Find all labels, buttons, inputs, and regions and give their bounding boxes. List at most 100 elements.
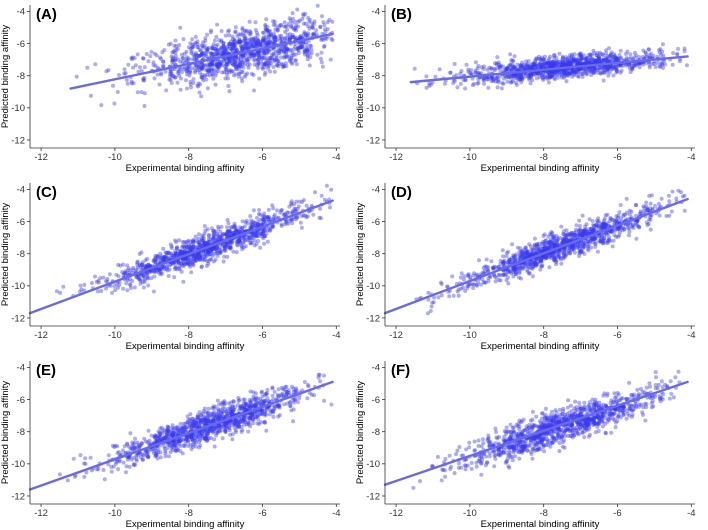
scatter-point — [249, 71, 254, 76]
scatter-point — [553, 60, 558, 65]
scatter-point — [512, 257, 517, 262]
scatter-point — [452, 62, 457, 66]
scatter-point — [648, 227, 653, 232]
scatter-point — [660, 42, 665, 47]
scatter-point — [215, 63, 220, 68]
scatter-point — [205, 62, 210, 67]
scatter-point — [254, 30, 259, 35]
scatter-point — [562, 69, 567, 74]
scatter-point — [209, 51, 214, 56]
scatter-point — [538, 56, 543, 61]
scatter-point — [429, 304, 434, 309]
scatter-point — [255, 63, 260, 68]
scatter-point — [264, 58, 269, 63]
scatter-point — [530, 274, 535, 279]
scatter-point — [271, 52, 276, 57]
scatter-point — [496, 60, 501, 65]
scatter-point — [328, 205, 332, 210]
scatter-point — [226, 221, 231, 226]
scatter-point — [241, 44, 246, 49]
scatter-point — [139, 90, 144, 95]
scatter-point — [185, 66, 190, 71]
scatter-point — [486, 85, 491, 90]
scatter-point — [94, 279, 99, 284]
scatter-point — [232, 37, 237, 42]
scatter-point — [232, 59, 237, 64]
scatter-point — [310, 32, 315, 37]
y-axis-title: Predicted binding affinity — [0, 25, 11, 129]
scatter-point — [224, 49, 229, 54]
scatter-point — [182, 67, 187, 72]
scatter-point — [581, 245, 586, 250]
scatter-point — [230, 34, 235, 39]
scatter-point — [212, 47, 217, 52]
scatter-point — [515, 62, 520, 67]
scatter-point — [262, 65, 267, 70]
scatter-point — [240, 62, 245, 67]
scatter-point — [216, 69, 220, 74]
panel-label: (B) — [391, 6, 412, 23]
scatter-point — [277, 50, 282, 55]
scatter-point — [648, 214, 653, 219]
scatter-point — [249, 224, 254, 229]
scatter-point — [178, 59, 183, 64]
scatter-point — [182, 51, 187, 56]
scatter-point — [536, 260, 541, 265]
scatter-point — [548, 237, 553, 242]
scatter-point — [599, 57, 604, 62]
scatter-point — [258, 420, 263, 425]
scatter-point — [214, 34, 219, 39]
scatter-point — [296, 51, 301, 55]
scatter-point — [574, 223, 579, 228]
scatter-point — [239, 46, 244, 51]
scatter-point — [217, 251, 222, 256]
scatter-point — [255, 37, 260, 41]
scatter-point — [241, 33, 246, 38]
scatter-point — [667, 199, 672, 204]
y-tick-label: -10 — [366, 281, 380, 292]
scatter-point — [268, 32, 273, 37]
scatter-point — [290, 35, 295, 40]
scatter-point — [305, 54, 310, 58]
scatter-point — [246, 429, 251, 434]
scatter-point — [166, 42, 171, 47]
scatter-point — [288, 18, 293, 23]
scatter-point — [238, 32, 243, 37]
scatter-point — [290, 20, 295, 25]
scatter-point — [243, 58, 248, 63]
scatter-point — [198, 48, 203, 53]
scatter-point — [574, 58, 579, 63]
scatter-point — [255, 57, 260, 62]
scatter-point — [194, 55, 199, 60]
scatter-point — [115, 90, 120, 94]
scatter-point — [176, 260, 181, 265]
scatter-point — [262, 72, 267, 77]
scatter-point — [165, 268, 170, 273]
scatter-point — [205, 47, 210, 52]
scatter-point — [644, 200, 649, 205]
scatter-point — [307, 63, 312, 68]
scatter-point — [278, 36, 283, 41]
scatter-point — [266, 37, 271, 42]
scatter-point — [151, 289, 156, 294]
scatter-point — [260, 39, 265, 44]
scatter-point — [203, 73, 208, 78]
scatter-point — [251, 38, 256, 43]
scatter-point — [244, 29, 249, 34]
scatter-point — [184, 59, 189, 64]
scatter-point — [265, 28, 270, 33]
scatter-point — [241, 245, 246, 250]
scatter-point — [247, 38, 252, 43]
scatter-point — [170, 253, 175, 258]
scatter-point — [227, 41, 232, 46]
scatter-point — [577, 251, 582, 256]
scatter-point — [248, 32, 253, 37]
scatter-point — [287, 57, 292, 62]
scatter-point — [173, 75, 178, 80]
scatter-point — [201, 53, 206, 58]
scatter-point — [142, 78, 147, 83]
scatter-point — [199, 52, 204, 57]
scatter-point — [318, 25, 323, 30]
scatter-point — [459, 69, 464, 73]
